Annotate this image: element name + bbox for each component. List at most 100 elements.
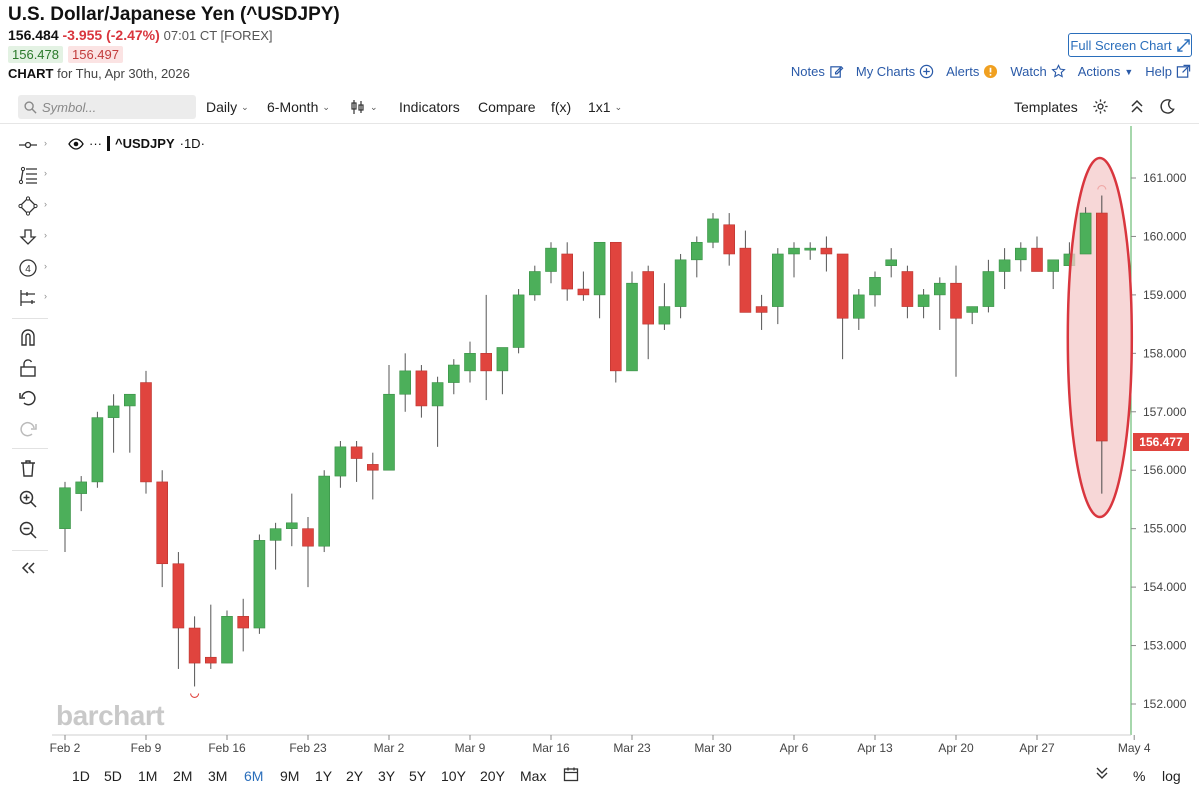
number-circle-icon: 4 (19, 259, 37, 277)
candle-body (302, 528, 314, 547)
period-5y[interactable]: 5Y (409, 768, 427, 784)
y-tick-label: 156.000 (1143, 463, 1187, 477)
x-tick-label: Feb 16 (208, 741, 246, 755)
full-screen-label: Full Screen Chart (1070, 37, 1172, 53)
period-3m[interactable]: 3M (208, 768, 228, 784)
price-chart[interactable]: 152.000 153.000 154.000 155.000 156.000 157.0… (0, 126, 1199, 760)
trend-tool[interactable] (18, 164, 44, 186)
chart-label: CHART (8, 66, 54, 81)
arrow-tool[interactable] (18, 226, 44, 248)
log-scale-toggle[interactable]: log (1162, 768, 1181, 784)
candle-body (172, 563, 185, 629)
chevron-right-icon: › (44, 230, 47, 240)
layout-dropdown[interactable]: 1x1 ⌄ (588, 99, 622, 115)
function-button[interactable]: f(x) (551, 99, 572, 115)
period-max[interactable]: Max (520, 768, 547, 784)
x-tick-label: Mar 9 (455, 741, 486, 755)
candle-body (966, 306, 979, 313)
legend-menu-dots[interactable]: ··· (89, 136, 102, 151)
alert-icon (984, 64, 998, 79)
indicators-button[interactable]: Indicators (399, 99, 460, 115)
shape-icon (18, 196, 38, 216)
measure-tool[interactable] (18, 287, 44, 309)
zoom-in-button[interactable] (18, 488, 44, 510)
chart-date: for Thu, Apr 30th, 2026 (57, 66, 190, 81)
lock-tool[interactable] (18, 357, 44, 379)
my-charts-link[interactable]: My Charts (856, 64, 934, 79)
alerts-label: Alerts (946, 64, 980, 79)
period-5d[interactable]: 5D (104, 768, 122, 784)
candle-body (739, 247, 752, 313)
watch-link[interactable]: Watch (1010, 64, 1066, 79)
candle-body (528, 271, 541, 296)
collapse-bottom-button[interactable] (1096, 766, 1108, 783)
interval-dropdown[interactable]: Daily ⌄ (206, 99, 249, 115)
trash-icon (21, 460, 35, 477)
settings-button[interactable] (1092, 98, 1109, 115)
ask-price: 156.497 (68, 46, 123, 63)
period-6m[interactable]: 6M (244, 768, 264, 784)
magnet-tool[interactable] (18, 326, 44, 348)
candle-body (642, 271, 655, 325)
candle-body (188, 627, 201, 664)
y-tick-label: 155.000 (1143, 522, 1187, 536)
percent-scale-toggle[interactable]: % (1133, 768, 1146, 784)
redo-button[interactable] (18, 418, 44, 440)
candle-body (1031, 247, 1043, 272)
candle-body (820, 247, 833, 255)
delete-button[interactable] (18, 457, 44, 479)
alerts-link[interactable]: Alerts (946, 64, 998, 79)
help-link[interactable]: Help (1145, 64, 1191, 79)
line-tool-icon (19, 141, 37, 149)
full-screen-chart-button[interactable]: Full Screen Chart (1068, 33, 1192, 57)
date-range-picker[interactable] (563, 766, 579, 785)
top-links: Notes My Charts Alerts Watch Actions ▼ H… (791, 64, 1191, 79)
low-marker (190, 693, 200, 699)
chart-type-dropdown[interactable]: ⌄ (350, 99, 378, 115)
candle-body (512, 294, 525, 348)
x-tick-label: May 4 (1118, 741, 1151, 755)
period-2m[interactable]: 2M (173, 768, 193, 784)
plus-circle-icon (919, 64, 934, 79)
collapse-sidebar-button[interactable] (18, 557, 44, 579)
period-20y[interactable]: 20Y (480, 768, 505, 784)
candle-body (1096, 212, 1108, 442)
collapse-toolbar-button[interactable] (1130, 98, 1144, 114)
period-1y[interactable]: 1Y (315, 768, 333, 784)
undo-button[interactable] (18, 387, 44, 409)
compare-button[interactable]: Compare (478, 99, 536, 115)
chevron-right-icon: › (44, 168, 47, 178)
period-1d[interactable]: 1D (72, 768, 90, 784)
zoom-out-button[interactable] (18, 519, 44, 541)
templates-button[interactable]: Templates (1014, 99, 1078, 115)
range-dropdown[interactable]: 6-Month ⌄ (267, 99, 330, 115)
x-tick-label: Mar 23 (613, 741, 651, 755)
quote-line: 156.484 -3.955 (-2.47%) 07:01 CT [FOREX] (8, 27, 273, 43)
candle-body (107, 405, 120, 418)
redo-icon (20, 422, 37, 437)
dark-mode-toggle[interactable] (1159, 98, 1176, 115)
crosshair-tool[interactable] (18, 134, 44, 156)
legend-interval: ·1D· (179, 136, 205, 151)
instrument-title: U.S. Dollar/Japanese Yen (^USDJPY) (8, 4, 340, 25)
elliott-wave-tool[interactable]: 4 (18, 257, 44, 279)
search-icon (24, 100, 37, 114)
shapes-tool[interactable] (18, 195, 44, 217)
x-tick-label: Feb 9 (131, 741, 162, 755)
period-9m[interactable]: 9M (280, 768, 300, 784)
period-1m[interactable]: 1M (138, 768, 158, 784)
chevron-down-icon: ⌄ (241, 101, 249, 112)
period-3y[interactable]: 3Y (378, 768, 396, 784)
actions-menu[interactable]: Actions ▼ (1078, 64, 1134, 79)
ruler-icon (20, 290, 35, 306)
period-2y[interactable]: 2Y (346, 768, 364, 784)
eye-icon[interactable] (68, 137, 84, 150)
candle-body (480, 353, 493, 372)
candle-body (350, 446, 363, 459)
notes-link[interactable]: Notes (791, 64, 844, 79)
candle-body (124, 393, 136, 407)
symbol-search[interactable]: Symbol... (18, 95, 196, 119)
symbol-placeholder: Symbol... (42, 99, 97, 115)
period-10y[interactable]: 10Y (441, 768, 466, 784)
x-tick-label: Apr 6 (780, 741, 809, 755)
